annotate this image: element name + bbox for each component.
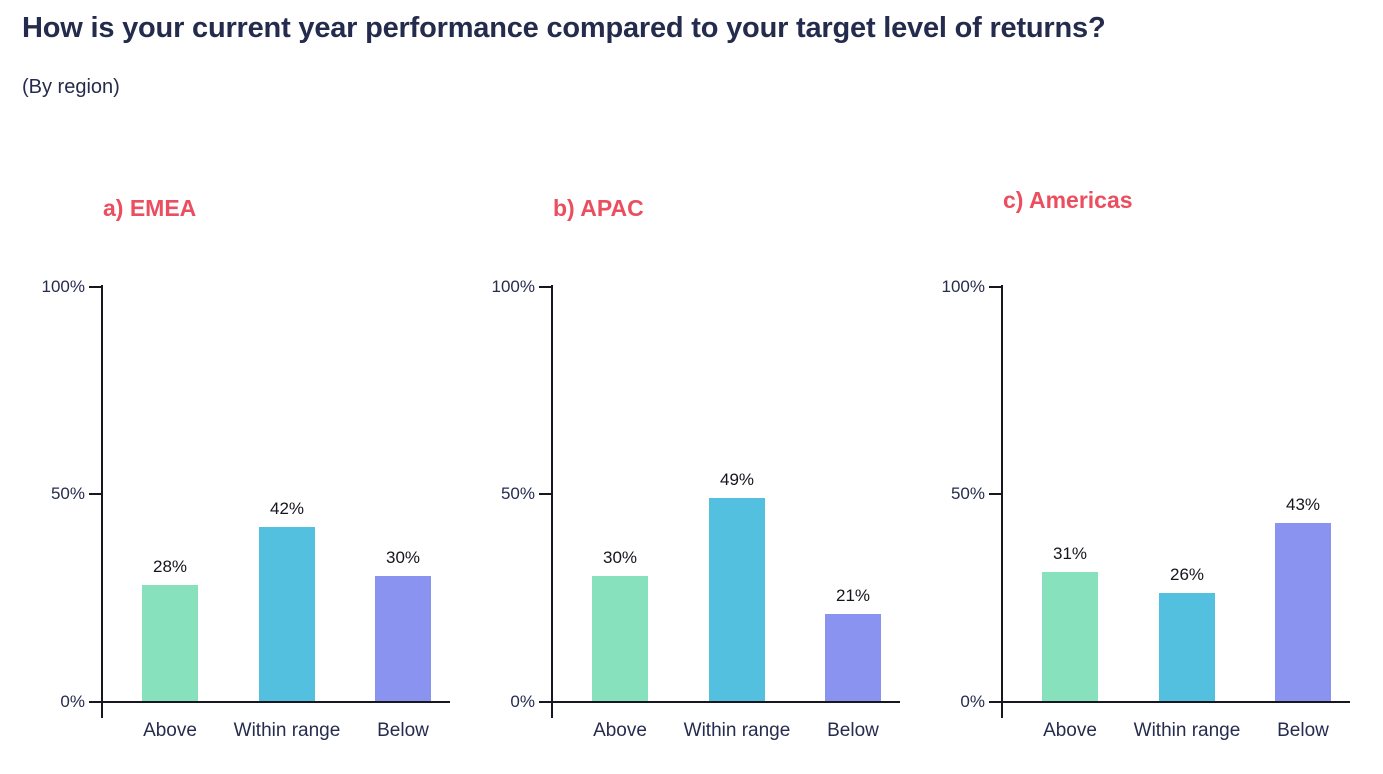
bar-above <box>142 585 198 701</box>
y-tick-label: 100% <box>941 277 985 296</box>
y-tick-label: 0% <box>60 692 85 711</box>
y-tick-label: 0% <box>960 692 985 711</box>
chart-title: b) APAC <box>553 195 644 221</box>
bar-below <box>825 614 881 701</box>
y-tick-label: 0% <box>510 692 535 711</box>
y-tick <box>989 493 1003 495</box>
y-axis-line <box>551 285 553 718</box>
category-label-within-range: Within range <box>1133 720 1241 741</box>
y-tick-label: 50% <box>950 484 985 503</box>
x-axis-line <box>101 701 450 703</box>
bar-value-label: 42% <box>269 499 305 518</box>
bar-value-label: 31% <box>1052 544 1088 563</box>
page-subtitle: (By region) <box>22 76 120 98</box>
chart-title: a) EMEA <box>103 195 197 221</box>
y-tick <box>539 701 553 703</box>
category-label-within-range: Within range <box>233 720 341 741</box>
category-label-above: Above <box>143 720 197 741</box>
y-tick-label: 50% <box>50 484 85 503</box>
y-tick <box>89 286 103 288</box>
y-axis-line <box>1001 285 1003 718</box>
bar-above <box>1042 572 1098 701</box>
y-axis-line <box>101 285 103 718</box>
bar-value-label: 43% <box>1285 495 1321 514</box>
y-tick <box>989 701 1003 703</box>
bar-value-label: 30% <box>602 548 638 567</box>
chart-panel-emea: a) EMEA 0% 50% 100% 28% Above 42% Within range 3… <box>28 185 468 770</box>
y-tick <box>539 286 553 288</box>
bar-within-range <box>1159 593 1215 701</box>
bar-above <box>592 576 648 701</box>
y-tick-label: 50% <box>500 484 535 503</box>
bar-within-range <box>709 498 765 701</box>
chart-panel-apac: b) APAC 0% 50% 100% 30% Above 49% Within range 2… <box>478 185 918 770</box>
y-tick-label: 100% <box>491 277 535 296</box>
category-label-below: Below <box>827 720 879 741</box>
category-label-within-range: Within range <box>683 720 791 741</box>
bar-value-label: 49% <box>719 470 755 489</box>
bar-value-label: 21% <box>835 586 871 605</box>
bar-within-range <box>259 527 315 701</box>
y-tick <box>89 493 103 495</box>
bar-value-label: 28% <box>152 557 188 576</box>
bar-value-label: 30% <box>385 548 421 567</box>
page-title: How is your current year performance com… <box>22 12 1106 44</box>
category-label-above: Above <box>593 720 647 741</box>
category-label-below: Below <box>1277 720 1329 741</box>
y-tick-label: 100% <box>41 277 85 296</box>
bar-below <box>1275 523 1331 701</box>
chart-panel-americas: c) Americas 0% 50% 100% 31% Above 26% Within ra… <box>928 185 1368 770</box>
y-tick <box>539 493 553 495</box>
bar-below <box>375 576 431 701</box>
y-tick <box>989 286 1003 288</box>
y-tick <box>89 701 103 703</box>
category-label-below: Below <box>377 720 429 741</box>
chart-title: c) Americas <box>1003 187 1133 213</box>
bar-value-label: 26% <box>1169 565 1205 584</box>
category-label-above: Above <box>1043 720 1097 741</box>
x-axis-line <box>1001 701 1350 703</box>
x-axis-line <box>551 701 900 703</box>
